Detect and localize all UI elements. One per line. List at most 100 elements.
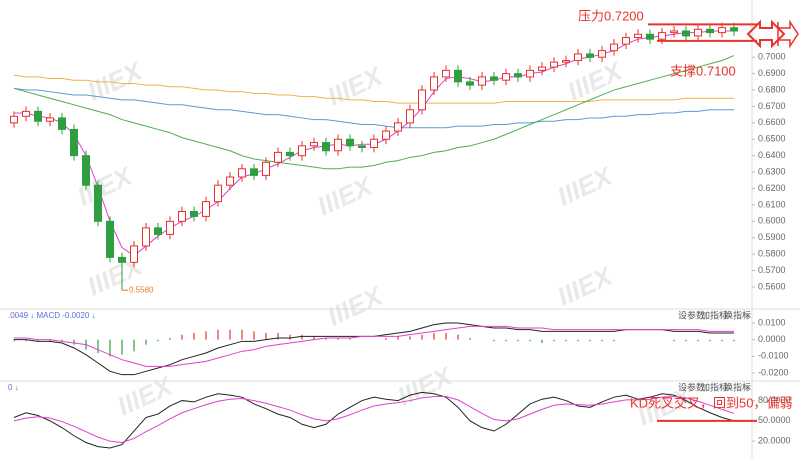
candle-body <box>190 210 198 217</box>
indicator-button[interactable]: 设参数 <box>678 381 705 392</box>
candle-body <box>406 109 414 124</box>
y-tick-label: -0.0100 <box>758 351 789 361</box>
candle-body <box>214 184 222 203</box>
candle-body <box>70 128 78 157</box>
y-tick-label: 50.0000 <box>758 415 791 425</box>
candle-body <box>22 110 30 117</box>
candle-body <box>718 27 726 34</box>
candle-body <box>418 89 426 111</box>
y-tick-label: 0.5900 <box>758 232 786 242</box>
candle-body <box>454 69 462 83</box>
candle-body <box>682 30 690 37</box>
y-tick-label: 0.0100 <box>758 317 786 327</box>
arrow-icon <box>746 19 786 49</box>
candle-body <box>334 138 342 152</box>
indicator-button[interactable]: × <box>745 382 750 392</box>
candle-body <box>358 145 366 148</box>
candle-body <box>346 138 354 147</box>
candle-body <box>106 220 114 258</box>
candle-body <box>610 43 618 52</box>
y-tick-label: -0.0200 <box>758 367 789 377</box>
candle-body <box>658 32 666 40</box>
candle-body <box>166 220 174 235</box>
candle-body <box>622 37 630 45</box>
candle-body <box>478 76 486 86</box>
candle-body <box>262 161 270 176</box>
candle-body <box>58 117 66 130</box>
candle-body <box>10 115 18 124</box>
candle-body <box>46 117 54 122</box>
candle-body <box>226 176 234 186</box>
candle-body <box>382 130 390 140</box>
candle-body <box>298 145 306 157</box>
indicator-button[interactable]: 换指标 <box>724 309 751 320</box>
candle-body <box>250 168 258 176</box>
annotation: 支撑0.7100 <box>670 63 736 78</box>
indicator-line <box>14 325 734 367</box>
y-tick-label: 0.6600 <box>758 117 786 127</box>
indicator-button[interactable]: 加指标 <box>701 309 728 320</box>
candle-body <box>502 73 510 81</box>
y-tick-label: 0.6000 <box>758 216 786 226</box>
candle-body <box>286 151 294 157</box>
candle-body <box>730 27 738 32</box>
y-tick-label: 20.0000 <box>758 436 791 446</box>
candle-body <box>586 53 594 58</box>
y-tick-label: 0.5700 <box>758 265 786 275</box>
candle-body <box>466 81 474 86</box>
y-tick-label: 0.6700 <box>758 101 786 111</box>
candle-body <box>442 69 450 78</box>
candle-body <box>562 60 570 63</box>
candle-body <box>370 138 378 148</box>
y-tick-label: 0.5800 <box>758 249 786 259</box>
low-label: 0.5580 <box>129 285 154 294</box>
candle-body <box>514 73 522 78</box>
candle-body <box>490 76 498 81</box>
indicator-line <box>13 74 734 104</box>
indicator-button[interactable]: 加指标 <box>701 381 728 392</box>
indicator-line <box>13 87 734 129</box>
candle-body <box>598 50 606 58</box>
candle-body <box>430 76 438 91</box>
candle-body <box>322 142 330 152</box>
candle-body <box>202 201 210 217</box>
candle-body <box>706 28 714 34</box>
candle-body <box>646 33 654 40</box>
annotation: KD死叉交叉，回到50，偏弱 <box>630 395 793 410</box>
indicator-button[interactable]: × <box>745 310 750 320</box>
y-tick-label: 0.6200 <box>758 183 786 193</box>
y-tick-label: 0.6800 <box>758 84 786 94</box>
y-tick-label: 0.7000 <box>758 52 786 62</box>
candle-body <box>310 142 318 147</box>
candle-body <box>82 155 90 186</box>
candle-body <box>142 227 150 247</box>
candle-body <box>94 184 102 222</box>
y-tick-label: 0.6300 <box>758 166 786 176</box>
candle-body <box>694 28 702 37</box>
candle-body <box>538 66 546 71</box>
candle-body <box>526 69 534 78</box>
y-tick-label: 0.0000 <box>758 334 786 344</box>
y-tick-label: 0.6500 <box>758 134 786 144</box>
indicator-header: 0 ↓ <box>8 383 19 392</box>
indicator-header: .0049 ↓ MACD -0.0020 ↓ <box>8 311 96 320</box>
indicator-line <box>13 396 735 444</box>
indicator-line <box>13 391 735 449</box>
candle-body <box>550 61 558 68</box>
candle-body <box>670 30 678 34</box>
candle-body <box>274 151 282 163</box>
candle-body <box>634 33 642 39</box>
annotation: 压力0.7200 <box>578 8 644 23</box>
candle-body <box>178 210 186 222</box>
y-tick-label: 0.6900 <box>758 68 786 78</box>
candle-body <box>238 168 246 178</box>
indicator-button[interactable]: 换指标 <box>724 381 751 392</box>
candle-body <box>394 122 402 132</box>
candle-body <box>130 245 138 263</box>
candle-body <box>154 227 162 235</box>
y-tick-label: 0.5600 <box>758 281 786 291</box>
arrow-icon <box>777 19 799 49</box>
indicator-button[interactable]: 设参数 <box>678 309 705 320</box>
